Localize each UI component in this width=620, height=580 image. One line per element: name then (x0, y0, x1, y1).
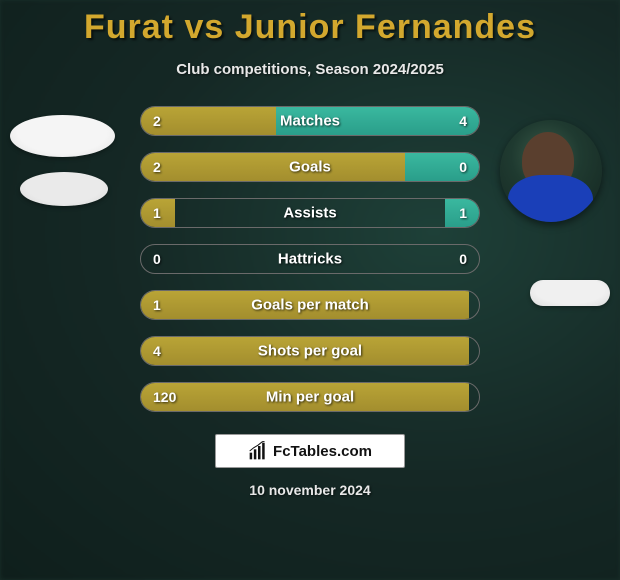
stat-bar: 2 4 Matches (140, 106, 480, 136)
stat-bar-left-fill (141, 107, 276, 135)
stat-value-left: 2 (153, 113, 161, 129)
stat-bar-left-fill (141, 153, 405, 181)
stat-value-left: 0 (153, 251, 161, 267)
chart-icon (248, 441, 268, 461)
player-left-badge-placeholder (20, 172, 108, 206)
stat-value-right: 4 (459, 113, 467, 129)
stat-bars: 2 4 Matches 2 0 Goals 1 1 Assists 0 0 Hattricks 1 Goa… (140, 106, 480, 412)
stat-label: Assists (283, 205, 336, 222)
stat-bar: 4 Shots per goal (140, 336, 480, 366)
brand-label: FcTables.com (273, 443, 372, 460)
page-title: Furat vs Junior Fernandes (0, 8, 620, 47)
stat-value-left: 1 (153, 205, 161, 221)
subtitle: Club competitions, Season 2024/2025 (0, 61, 620, 78)
stat-value-right: 0 (459, 159, 467, 175)
stat-bar: 120 Min per goal (140, 382, 480, 412)
player-right-badge-placeholder (530, 280, 610, 306)
stat-bar: 1 Goals per match (140, 290, 480, 320)
stat-label: Shots per goal (258, 343, 362, 360)
stat-value-left: 2 (153, 159, 161, 175)
player-left-avatar-placeholder (10, 115, 115, 157)
stat-value-left: 4 (153, 343, 161, 359)
stat-bar: 2 0 Goals (140, 152, 480, 182)
stat-value-right: 0 (459, 251, 467, 267)
stat-value-left: 1 (153, 297, 161, 313)
stat-label: Matches (280, 113, 340, 130)
stat-label: Goals per match (251, 297, 369, 314)
stat-label: Hattricks (278, 251, 342, 268)
stat-value-left: 120 (153, 389, 176, 405)
stat-bar: 0 0 Hattricks (140, 244, 480, 274)
brand-box[interactable]: FcTables.com (215, 434, 405, 468)
content: Furat vs Junior Fernandes Club competiti… (0, 0, 620, 498)
stat-value-right: 1 (459, 205, 467, 221)
stat-label: Goals (289, 159, 331, 176)
stat-bar: 1 1 Assists (140, 198, 480, 228)
stat-label: Min per goal (266, 389, 354, 406)
player-right-avatar (500, 120, 602, 222)
stat-bar-right-fill (405, 153, 479, 181)
date-footer: 10 november 2024 (0, 482, 620, 498)
